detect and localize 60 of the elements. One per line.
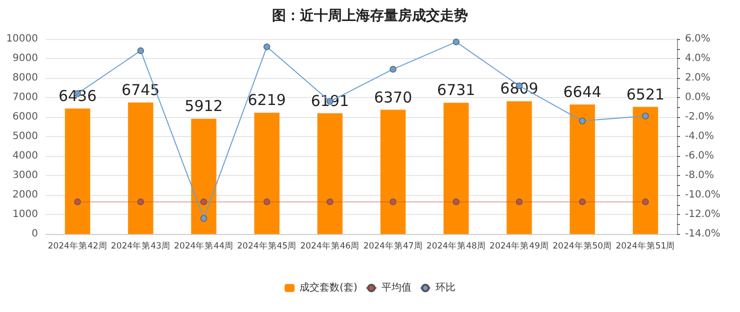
point — [137, 47, 144, 54]
x-tick-label: 2024年第46周 — [300, 240, 360, 252]
x-tick-label: 2024年第47周 — [363, 240, 423, 252]
x-tick-label: 2024年第42周 — [48, 240, 108, 252]
y2-tick-label: -6.0% — [685, 150, 714, 162]
x-tick-label: 2024年第45周 — [237, 240, 297, 252]
data-label: 6370 — [374, 88, 412, 106]
bar — [317, 113, 343, 234]
point — [390, 66, 396, 73]
y-tick-label: 2000 — [12, 190, 38, 200]
data-label: 5912 — [184, 97, 223, 116]
y2-tick-label: -10.0% — [685, 190, 720, 200]
bar — [380, 110, 406, 234]
bar — [570, 104, 595, 234]
legend-label: 环比 — [435, 282, 456, 294]
y2-tick-label: -12.0% — [685, 209, 720, 220]
y2-tick-label: 0.0% — [685, 92, 710, 103]
y-tick-label: 9000 — [12, 53, 38, 64]
x-tick-label: 2024年第50周 — [552, 240, 612, 252]
legend-label: 平均值 — [381, 282, 412, 294]
y-tick-label: 6000 — [12, 112, 38, 122]
data-label: 6219 — [248, 91, 286, 110]
bar — [128, 102, 154, 234]
y2-tick-label: 4.0% — [685, 53, 710, 64]
y2-tick-label: 2.0% — [685, 72, 710, 84]
bar — [506, 101, 532, 234]
y2-tick-label: -14.0% — [685, 228, 720, 240]
y-tick-label: 3000 — [12, 170, 38, 181]
y-tick-label: 7000 — [12, 92, 38, 103]
bar — [254, 112, 280, 234]
x-tick-label: 2024年第44周 — [174, 240, 234, 252]
data-label: 6644 — [563, 82, 602, 101]
y2-tick-label: -2.0% — [685, 112, 714, 122]
bar — [632, 106, 658, 234]
x-tick-label: 2024年第43周 — [110, 240, 170, 252]
point — [579, 118, 586, 124]
y-tick-label: 10000 — [6, 34, 38, 44]
y-tick-label: 4000 — [12, 150, 38, 162]
y-tick-label: 8000 — [12, 72, 38, 84]
data-label: 6436 — [58, 87, 97, 105]
point — [200, 215, 208, 222]
bar — [191, 118, 216, 234]
point — [452, 38, 460, 46]
point — [264, 44, 270, 50]
x-tick-label: 2024年第48周 — [426, 240, 486, 252]
chart-title: 图：近十周上海存量房成交走势 — [272, 7, 468, 24]
y2-tick-label: 6.0% — [685, 34, 710, 44]
point — [642, 112, 649, 120]
data-label: 6731 — [437, 81, 476, 100]
bar — [64, 108, 90, 234]
bar — [444, 102, 469, 234]
y2-tick-label: -4.0% — [685, 131, 714, 142]
y-tick-label: 1000 — [12, 209, 38, 220]
y2-tick-label: -8.0% — [685, 170, 714, 181]
legend-label: 成交套数(套) — [300, 282, 358, 294]
y-tick-label: 5000 — [12, 131, 38, 142]
y-tick-label: 0 — [32, 228, 38, 240]
x-tick-label: 2024年第49周 — [490, 240, 549, 252]
x-tick-label: 2024年第51周 — [616, 240, 676, 252]
data-label: 6521 — [626, 85, 665, 104]
